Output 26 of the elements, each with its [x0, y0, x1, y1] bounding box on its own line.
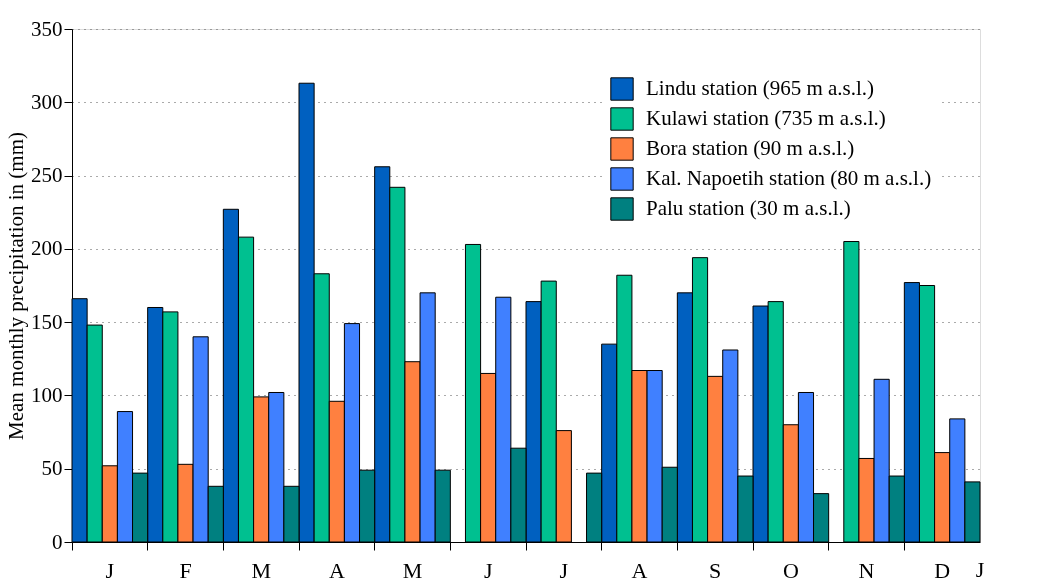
x-tick-label: M	[251, 557, 271, 583]
y-tick-label: 100	[31, 382, 63, 407]
y-tick-label: 350	[31, 16, 63, 41]
y-tick-label: 50	[41, 456, 63, 481]
x-tick-label: J	[105, 557, 115, 583]
y-tick-label: 300	[31, 89, 63, 114]
x-tick-label: S	[709, 557, 722, 583]
y-tick-label: 250	[31, 163, 63, 188]
legend-label: Kulawi station (735 m a.s.l.)	[646, 106, 886, 130]
legend-label: Lindu station (965 m a.s.l.)	[646, 76, 875, 100]
legend-label: Bora station (90 m a.s.l.)	[646, 136, 855, 160]
y-tick-label: 200	[31, 236, 63, 261]
y-axis-title: Mean monthly precipitation in (mm)	[4, 132, 28, 440]
x-tick-label: O	[782, 557, 799, 583]
x-tick-label: A	[328, 557, 345, 583]
x-tick-label: A	[631, 557, 648, 583]
x-tick-label: J	[559, 557, 569, 583]
x-tick-label: N	[858, 557, 875, 583]
legend-label: Kal. Napoetih station (80 m a.s.l.)	[646, 166, 932, 190]
x-tick-label: M	[402, 557, 423, 583]
x-tick-label: J	[483, 557, 493, 583]
legend-label: Palu station (30 m a.s.l.)	[646, 196, 851, 220]
y-tick-label: 150	[31, 309, 63, 334]
x-tick-label: F	[179, 557, 192, 583]
x-tick-label: D	[934, 557, 951, 583]
y-tick-label: 0	[52, 529, 63, 554]
